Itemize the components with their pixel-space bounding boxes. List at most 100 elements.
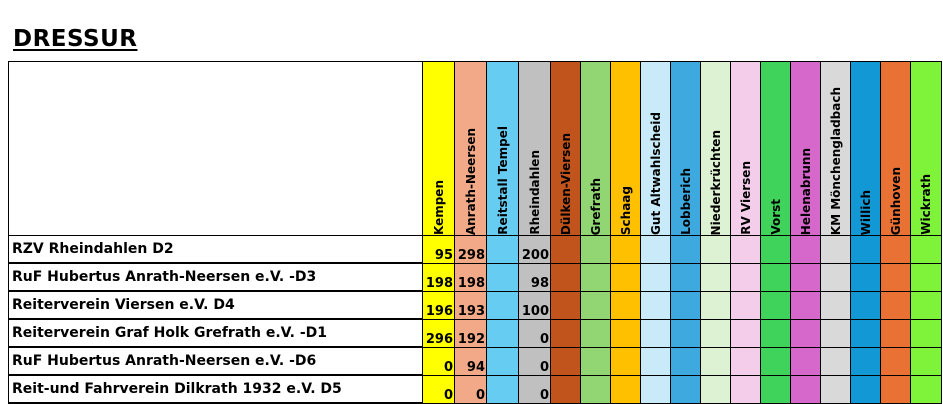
column-header-label: Reitstall Tempel — [495, 126, 510, 235]
score-cell — [640, 374, 671, 404]
column-header: Rheindahlen — [518, 61, 551, 236]
score-cell — [580, 318, 611, 348]
score-cell — [670, 318, 701, 348]
score-cell — [880, 318, 911, 348]
column-header-label: Kempen — [431, 179, 446, 235]
score-cell — [910, 374, 942, 404]
column-header-label: Niederkrüchten — [708, 129, 723, 235]
score-cell: 298 — [454, 235, 487, 264]
score-cell — [880, 374, 911, 404]
score-cell — [580, 235, 611, 264]
column-header-label: Schaag — [618, 185, 633, 235]
score-cell — [550, 262, 581, 292]
score-cell — [670, 235, 701, 264]
column-header: Schaag — [610, 61, 641, 236]
score-cell: 95 — [422, 235, 455, 264]
score-cell — [880, 235, 911, 264]
score-cell — [550, 290, 581, 320]
score-cell — [850, 235, 881, 264]
score-cell — [850, 262, 881, 292]
table-row: Reit-und Fahrverein Dilkrath 1932 e.V. D… — [8, 374, 942, 404]
score-cell: 193 — [454, 290, 487, 320]
score-cell — [760, 235, 791, 264]
score-cell — [700, 290, 731, 320]
column-header: Dülken-Viersen — [550, 61, 581, 236]
score-cell: 0 — [518, 346, 551, 376]
club-name: RuF Hubertus Anrath-Neersen e.V. -D6 — [8, 346, 423, 376]
score-cell — [486, 235, 519, 264]
column-header-label: Anrath-Neersen — [463, 127, 478, 235]
score-cell — [610, 262, 641, 292]
score-cell — [730, 346, 761, 376]
score-cell — [700, 346, 731, 376]
score-cell — [610, 318, 641, 348]
score-cell: 196 — [422, 290, 455, 320]
score-cell — [730, 374, 761, 404]
score-cell — [820, 290, 851, 320]
club-name: Reit-und Fahrverein Dilkrath 1932 e.V. D… — [8, 374, 423, 404]
score-cell — [880, 346, 911, 376]
column-header: Reitstall Tempel — [486, 61, 519, 236]
score-cell — [820, 374, 851, 404]
score-cell: 0 — [422, 346, 455, 376]
score-cell: 192 — [454, 318, 487, 348]
score-cell — [640, 262, 671, 292]
column-header: RV Viersen — [730, 61, 761, 236]
score-cell: 0 — [422, 374, 455, 404]
score-cell — [820, 318, 851, 348]
column-header-label: Lobberich — [678, 168, 693, 235]
score-cell — [790, 262, 821, 292]
score-cell — [910, 346, 942, 376]
table-row: RuF Hubertus Anrath-Neersen e.V. -D3 198 1… — [8, 262, 942, 292]
column-header: Anrath-Neersen — [454, 61, 487, 236]
score-cell — [790, 290, 821, 320]
column-header-label: KM Mönchengladbach — [828, 86, 843, 235]
score-cell — [700, 262, 731, 292]
score-cell — [610, 290, 641, 320]
score-cell — [730, 235, 761, 264]
score-cell — [486, 374, 519, 404]
score-cell — [820, 346, 851, 376]
column-header: Grefrath — [580, 61, 611, 236]
score-cell — [670, 290, 701, 320]
column-header: KM Mönchengladbach — [820, 61, 851, 236]
score-cell — [486, 346, 519, 376]
score-cell — [850, 318, 881, 348]
score-cell — [580, 290, 611, 320]
club-name: Reiterverein Graf Holk Grefrath e.V. -D1 — [8, 318, 423, 348]
score-cell — [550, 374, 581, 404]
column-header: Wickrath — [910, 61, 942, 236]
column-header: Vorst — [760, 61, 791, 236]
score-cell — [486, 318, 519, 348]
score-cell — [580, 346, 611, 376]
column-header: Willich — [850, 61, 881, 236]
column-header: Lobberich — [670, 61, 701, 236]
score-cell — [640, 235, 671, 264]
score-cell: 98 — [518, 262, 551, 292]
column-header: Helenabrunn — [790, 61, 821, 236]
score-cell — [850, 290, 881, 320]
score-cell — [640, 346, 671, 376]
score-cell: 0 — [518, 318, 551, 348]
score-cell: 0 — [518, 374, 551, 404]
score-cell: 296 — [422, 318, 455, 348]
score-cell — [790, 374, 821, 404]
column-header-label: RV Viersen — [738, 161, 753, 235]
column-header-label: Grefrath — [588, 177, 603, 235]
score-cell — [760, 318, 791, 348]
score-cell — [610, 235, 641, 264]
score-cell — [760, 262, 791, 292]
score-cell — [760, 290, 791, 320]
score-cell — [670, 346, 701, 376]
score-cell — [910, 318, 942, 348]
score-cell — [610, 346, 641, 376]
score-cell — [820, 262, 851, 292]
page-title: DRESSUR — [13, 26, 138, 52]
header-corner — [8, 61, 423, 236]
score-cell — [580, 374, 611, 404]
table-row: Reiterverein Viersen e.V. D4 196 193 100 — [8, 290, 942, 320]
score-cell — [550, 235, 581, 264]
score-cell — [730, 318, 761, 348]
score-cell — [486, 290, 519, 320]
score-cell — [700, 235, 731, 264]
